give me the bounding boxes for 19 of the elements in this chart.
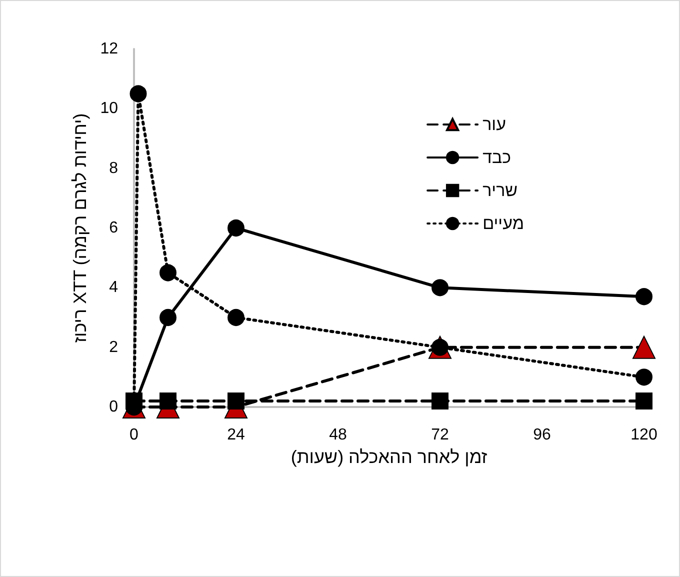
x-tick-label: 120 — [630, 426, 658, 444]
x-tick-label: 96 — [533, 426, 551, 444]
y-tick-label: 12 — [100, 40, 118, 58]
y-tick-label: 8 — [109, 160, 118, 177]
y-tick-label: 10 — [100, 100, 118, 118]
y-tick-label: 2 — [109, 338, 118, 356]
x-tick-label: 0 — [130, 426, 139, 444]
x-tick-label: 72 — [431, 426, 449, 444]
y-tick-label: 6 — [109, 220, 118, 236]
x-tick-label: 48 — [329, 426, 347, 444]
y-tick-label: 4 — [109, 279, 118, 296]
y-tick-label: 0 — [109, 398, 118, 416]
x-tick-label: 24 — [227, 426, 245, 444]
y-axis-title: ריכוז XTT (יחידות לגרם רקמה) — [70, 113, 90, 343]
x-axis-title: זמן לאחר ההאכלה (שעות) — [290, 446, 488, 467]
legend-label: מעיים — [482, 214, 524, 233]
legend-label: עור — [482, 115, 506, 134]
legend-label: שריר — [482, 181, 518, 200]
legend-label: כבד — [482, 148, 512, 167]
